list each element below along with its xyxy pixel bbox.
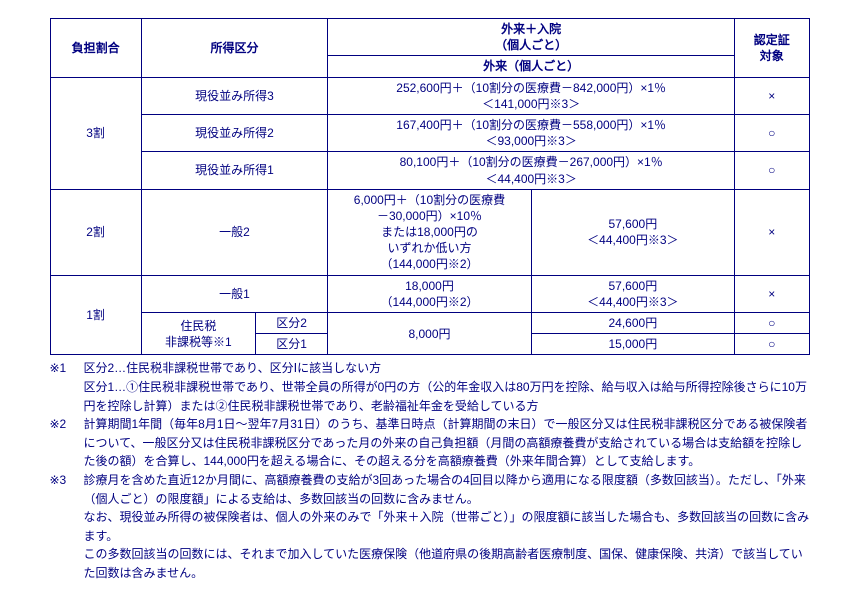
note-label: ※1 (50, 359, 84, 415)
cell-cert: ○ (735, 114, 809, 151)
cell-cert: ○ (735, 334, 809, 355)
cell-cert: × (735, 275, 809, 312)
cell-burden: 1割 (50, 275, 141, 355)
note-row: ※2 計算期間1年間（毎年8月1日～翌年7月31日）のうち、基準日時点（計算期間… (50, 415, 810, 471)
cell-income-b: 区分1 (255, 334, 327, 355)
header-outpatient: 外来（個人ごと） (328, 56, 735, 77)
note-body: 計算期間1年間（毎年8月1日～翌年7月31日）のうち、基準日時点（計算期間の末日… (84, 415, 810, 471)
note-label: ※3 (50, 471, 84, 583)
cell-out: 18,000円（144,000円※2） (328, 275, 531, 312)
cell-calc: 252,600円＋（10割分の医療費－842,000円）×1％＜141,000円… (328, 77, 735, 114)
notes-block: ※1 区分2…住民税非課税世帯であり、区分Ⅰに該当しない方区分1…①住民税非課税… (50, 359, 810, 582)
note-body: 区分2…住民税非課税世帯であり、区分Ⅰに該当しない方区分1…①住民税非課税世帯で… (84, 359, 810, 415)
cell-in: 15,000円 (531, 334, 734, 355)
table-row: 3割 現役並み所得3 252,600円＋（10割分の医療費－842,000円）×… (50, 77, 809, 114)
table-row: 現役並み所得1 80,100円＋（10割分の医療費－267,000円）×1％＜4… (50, 152, 809, 189)
cell-cert: ○ (735, 152, 809, 189)
cell-out: 6,000円＋（10割分の医療費－30,000円）×10％または18,000円の… (328, 189, 531, 275)
cell-income: 現役並み所得2 (141, 114, 328, 151)
note-row: ※1 区分2…住民税非課税世帯であり、区分Ⅰに該当しない方区分1…①住民税非課税… (50, 359, 810, 415)
note-label: ※2 (50, 415, 84, 471)
cell-cert: × (735, 77, 809, 114)
header-cert: 認定証対象 (735, 19, 809, 78)
note-body: 診療月を含めた直近12か月間に、高額療養費の支給が3回あった場合の4回目以降から… (84, 471, 810, 583)
cell-burden: 2割 (50, 189, 141, 275)
header-income: 所得区分 (141, 19, 328, 78)
cell-calc: 80,100円＋（10割分の医療費－267,000円）×1％＜44,400円※3… (328, 152, 735, 189)
table-row: 現役並み所得2 167,400円＋（10割分の医療費－558,000円）×1％＜… (50, 114, 809, 151)
table-row: 1割 一般1 18,000円（144,000円※2） 57,600円＜44,40… (50, 275, 809, 312)
cell-income-a: 住民税非課税等※1 (141, 313, 255, 355)
cell-income-b: 区分2 (255, 313, 327, 334)
cell-burden: 3割 (50, 77, 141, 189)
limit-table: 負担割合 所得区分 外来＋入院（個人ごと） 認定証対象 外来（個人ごと） 3割 … (50, 18, 810, 355)
cell-in: 24,600円 (531, 313, 734, 334)
cell-income: 現役並み所得3 (141, 77, 328, 114)
cell-in: 57,600円＜44,400円※3＞ (531, 189, 734, 275)
header-burden: 負担割合 (50, 19, 141, 78)
cell-out: 8,000円 (328, 313, 531, 355)
note-row: ※3 診療月を含めた直近12か月間に、高額療養費の支給が3回あった場合の4回目以… (50, 471, 810, 583)
cell-income: 一般2 (141, 189, 328, 275)
table-row: 住民税非課税等※1 区分2 8,000円 24,600円 ○ (50, 313, 809, 334)
header-combined: 外来＋入院（個人ごと） (328, 19, 735, 56)
cell-income: 一般1 (141, 275, 328, 312)
cell-calc: 167,400円＋（10割分の医療費－558,000円）×1％＜93,000円※… (328, 114, 735, 151)
cell-in: 57,600円＜44,400円※3＞ (531, 275, 734, 312)
cell-cert: ○ (735, 313, 809, 334)
cell-cert: × (735, 189, 809, 275)
table-row: 2割 一般2 6,000円＋（10割分の医療費－30,000円）×10％または1… (50, 189, 809, 275)
cell-income: 現役並み所得1 (141, 152, 328, 189)
